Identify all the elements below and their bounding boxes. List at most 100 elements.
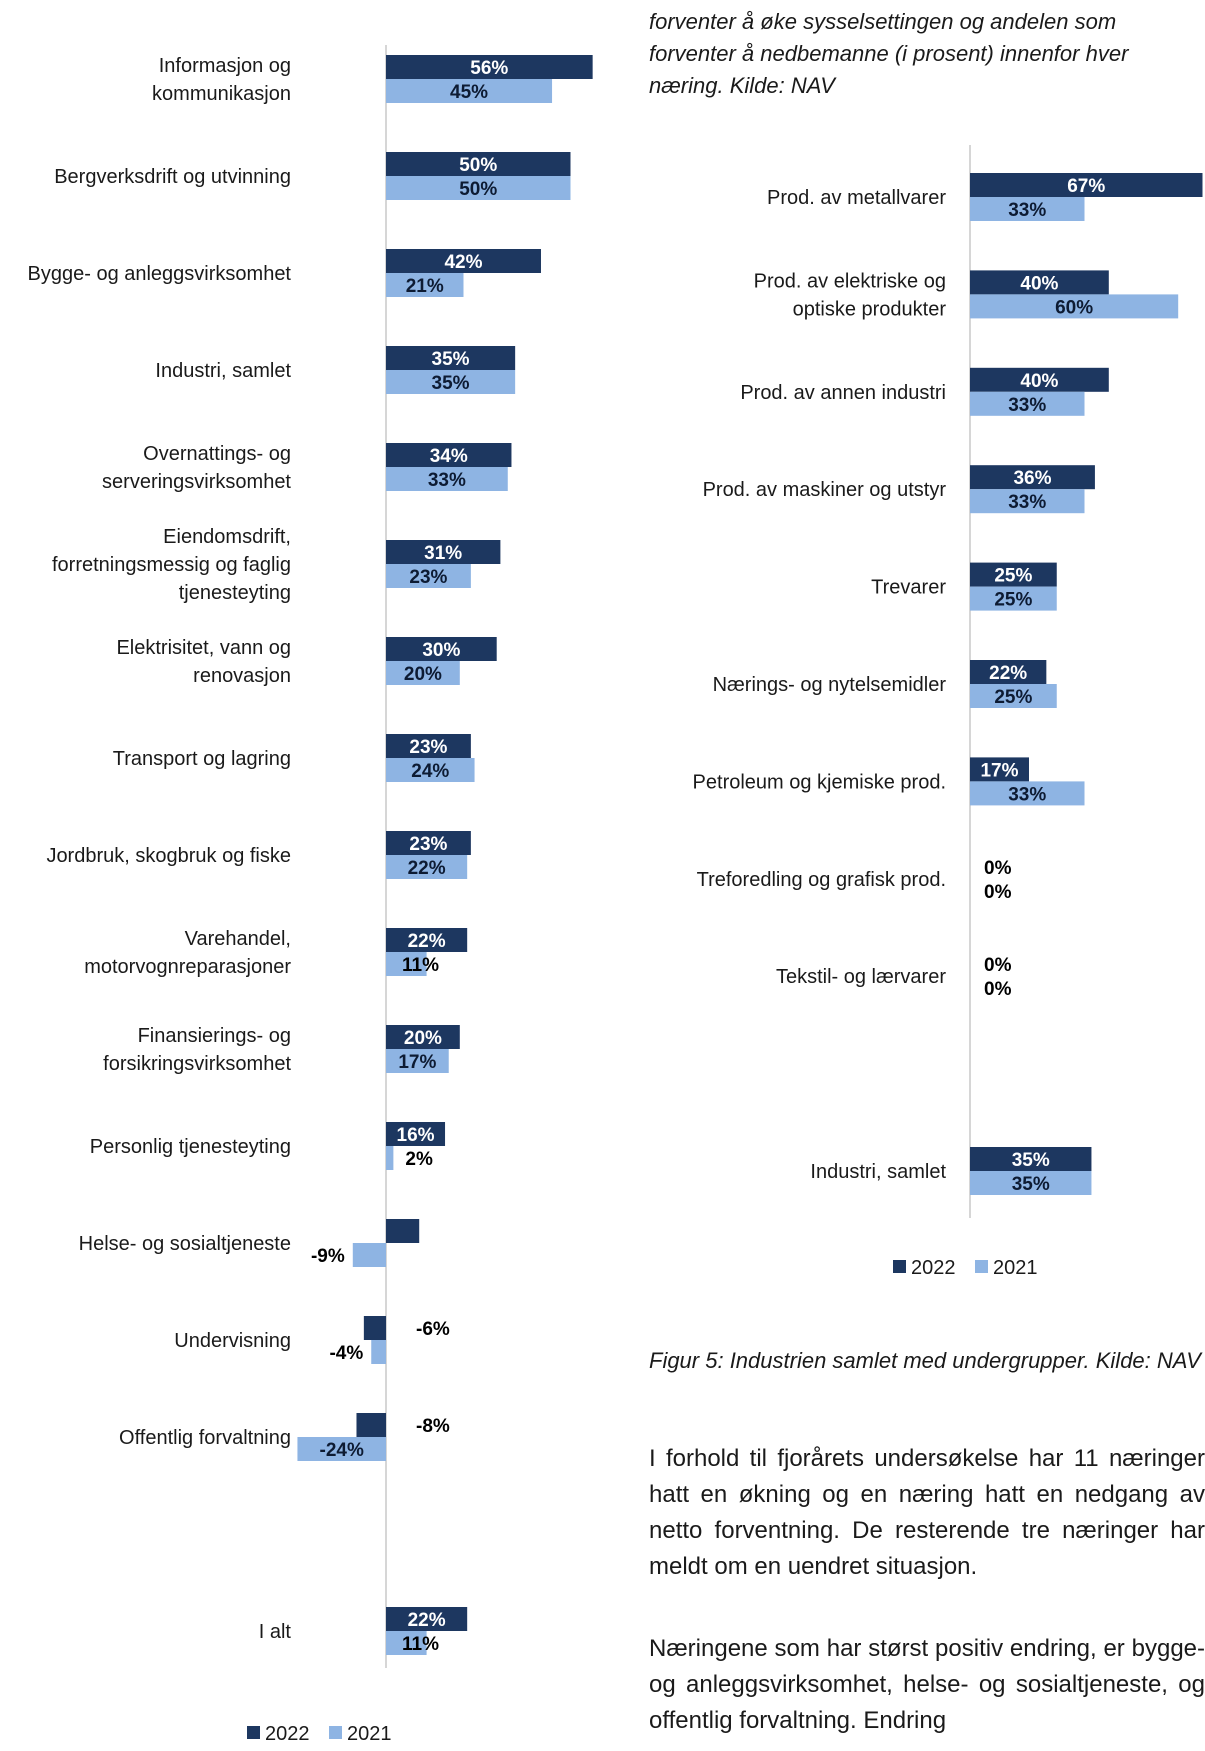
bar-2022 — [386, 249, 541, 273]
data-label: 0% — [984, 858, 1012, 879]
category-label: Prod. av annen industri — [740, 382, 946, 404]
data-label: 17% — [398, 1052, 436, 1073]
category-label: Eiendomsdrift, forretningsmessig og fagli… — [52, 526, 291, 604]
legend-swatch-2021 — [975, 1260, 988, 1273]
bar-2021 — [386, 952, 427, 976]
bar-2022 — [386, 55, 593, 79]
data-label: 22% — [408, 858, 446, 879]
bar-2021 — [386, 855, 468, 879]
figure-caption: Figur 5: Industrien samlet med undergrup… — [649, 1348, 1201, 1373]
bar-2022 — [970, 1147, 1092, 1171]
data-label: 20% — [404, 1028, 442, 1049]
bar-2022 — [970, 562, 1057, 587]
bar-2022 — [386, 152, 571, 176]
bar-2021 — [970, 197, 1085, 221]
data-label: 40% — [1020, 371, 1058, 392]
bar-2022 — [386, 928, 468, 952]
data-label: 45% — [450, 82, 488, 103]
bar-2022 — [970, 270, 1109, 295]
data-label: 35% — [1012, 1174, 1050, 1195]
data-label: -8% — [416, 1416, 450, 1437]
bar-2022 — [356, 1413, 386, 1437]
category-label: Informasjon og kommunikasjon — [152, 55, 291, 105]
category-label: Prod. av metallvarer — [767, 187, 946, 209]
data-label: 9% — [430, 1222, 458, 1243]
data-label: 23% — [409, 834, 447, 855]
data-label: 33% — [1008, 395, 1046, 416]
bar-2021 — [386, 273, 464, 297]
bar-2021 — [352, 1243, 386, 1267]
body-paragraph-1: I forhold til fjorårets undersøkelse har… — [649, 1445, 1205, 1580]
category-label: Undervisning — [174, 1330, 291, 1352]
bar-2021 — [386, 370, 516, 394]
category-label: Bygge- og anleggsvirksomhet — [28, 263, 292, 285]
data-label: -4% — [329, 1343, 363, 1364]
data-label: 0% — [984, 979, 1012, 1000]
legend-swatch-2022 — [247, 1726, 260, 1739]
category-label: Nærings- og nytelsemidler — [713, 674, 947, 696]
category-label: Petroleum og kjemiske prod. — [693, 771, 946, 793]
category-label: Varehandel, motorvognreparasjoner — [84, 928, 291, 978]
data-label: 50% — [459, 155, 497, 176]
data-label: 42% — [444, 252, 482, 273]
category-label: Offentlig forvaltning — [119, 1427, 291, 1449]
data-label: 25% — [994, 566, 1032, 587]
data-label: 31% — [424, 543, 462, 564]
category-label: Personlig tjenesteyting — [90, 1136, 291, 1158]
data-label: 33% — [428, 470, 466, 491]
data-label: 0% — [984, 882, 1012, 903]
category-label: Tekstil- og lærvarer — [776, 966, 946, 988]
bar-2022 — [970, 757, 1029, 782]
legend-label-2021: 2021 — [993, 1257, 1038, 1279]
category-label: I alt — [259, 1621, 292, 1643]
bar-2022 — [970, 173, 1203, 197]
legend-label-2022: 2022 — [911, 1257, 956, 1279]
data-label: 0% — [984, 955, 1012, 976]
data-label: 30% — [422, 640, 460, 661]
bar-2022 — [970, 367, 1109, 392]
data-label: 22% — [408, 1610, 446, 1631]
data-label: 36% — [1013, 468, 1051, 489]
bar-2021 — [386, 1049, 449, 1073]
bar-2021 — [970, 781, 1085, 806]
bar-2021 — [970, 1171, 1092, 1195]
category-label: Overnattings- og serveringsvirksomhet — [102, 443, 291, 493]
bar-2021 — [386, 79, 553, 103]
category-label: Jordbruk, skogbruk og fiske — [46, 845, 291, 867]
chart-caption-top: forventer å øke sysselsettingen og andel… — [649, 9, 1129, 98]
category-label: Prod. av maskiner og utstyr — [703, 479, 947, 501]
bar-2021 — [386, 176, 571, 200]
data-label: 60% — [1055, 297, 1093, 318]
data-label: 23% — [409, 567, 447, 588]
category-label: Prod. av elektriske og optiske produkter — [754, 270, 947, 320]
data-label: 34% — [430, 446, 468, 467]
data-label: 23% — [409, 737, 447, 758]
category-label: Industri, samlet — [155, 360, 291, 382]
bar-2022 — [363, 1316, 386, 1340]
bar-2022 — [970, 660, 1047, 684]
bar-2021 — [386, 758, 475, 782]
bar-2022 — [386, 1219, 420, 1243]
bar-2022 — [386, 734, 471, 758]
data-label: 25% — [994, 590, 1032, 611]
data-label: -24% — [320, 1440, 364, 1461]
data-label: 16% — [397, 1125, 435, 1146]
data-label: 2% — [405, 1149, 433, 1170]
bar-2021 — [386, 661, 460, 685]
data-label: 67% — [1067, 176, 1105, 197]
data-label: 50% — [459, 179, 497, 200]
bar-2021 — [386, 1146, 394, 1170]
category-label: Treforedling og grafisk prod. — [697, 869, 946, 891]
data-label: 17% — [980, 760, 1018, 781]
data-label: 11% — [402, 955, 439, 976]
bar-2022 — [386, 1122, 446, 1146]
data-label: 22% — [408, 931, 446, 952]
data-label: 24% — [411, 761, 449, 782]
bar-2022 — [386, 637, 497, 661]
bar-2022 — [970, 465, 1095, 490]
bar-2021 — [970, 294, 1179, 319]
bar-2021 — [970, 489, 1085, 514]
bar-2021 — [970, 391, 1085, 416]
data-label: -6% — [416, 1319, 450, 1340]
category-label: Trevarer — [871, 577, 946, 599]
